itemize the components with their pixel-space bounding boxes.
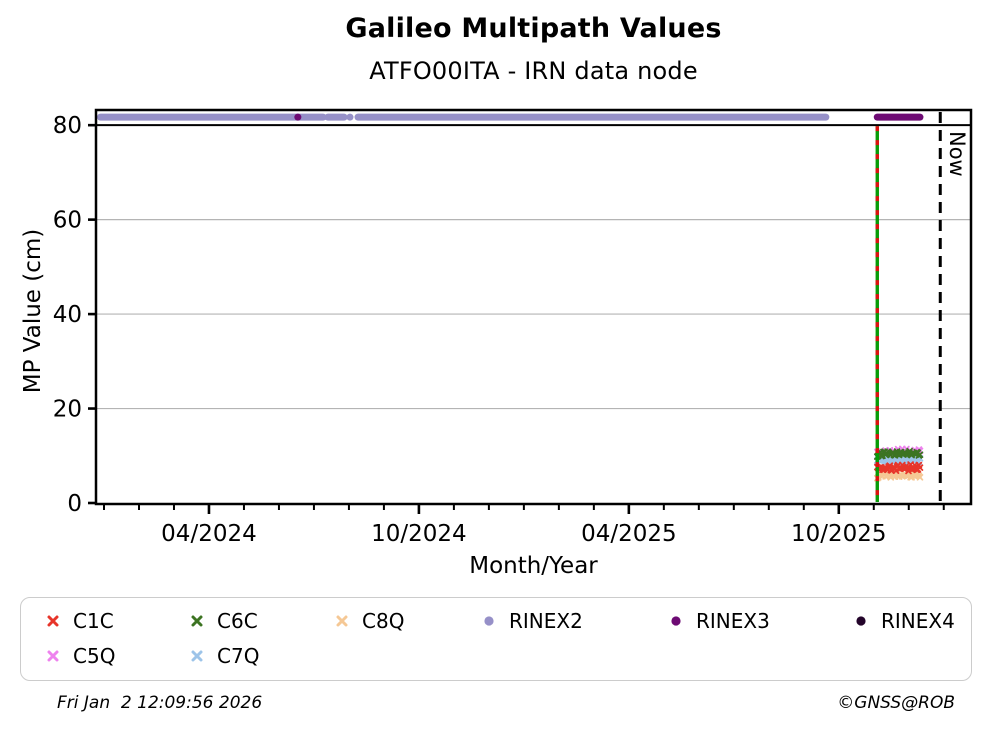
- x-axis-label: Month/Year: [469, 553, 598, 579]
- y-tick-label: 80: [53, 113, 82, 139]
- legend-label-rinex4: RINEX4: [881, 608, 955, 633]
- plot-frame: [94, 108, 973, 506]
- legend-marker-rinex3-icon: [671, 615, 681, 626]
- legend-item-c7q: C7Q: [189, 646, 334, 666]
- legend-item-rinex2: RINEX2: [481, 611, 668, 631]
- legend-label-rinex3: RINEX3: [696, 608, 770, 633]
- legend-marker-rinex4-icon: [856, 615, 866, 626]
- y-tick-label: 40: [53, 302, 82, 328]
- legend: C1C C6C C8Q RINEX2 RINEX3 RINEX4 C5Q C7Q: [20, 597, 972, 681]
- now-line-label: Now: [945, 131, 969, 177]
- legend-marker-c8q-icon: [336, 615, 348, 626]
- x-tick-label: 04/2025: [581, 521, 677, 547]
- y-tick-label: 60: [53, 208, 82, 234]
- legend-item-c8q: C8Q: [334, 611, 481, 631]
- series-c8q: [874, 469, 924, 482]
- legend-label-c5q: C5Q: [73, 643, 116, 668]
- chart-title: Galileo Multipath Values: [345, 13, 722, 44]
- legend-marker-c5q-icon: [47, 650, 59, 661]
- availability-dot-rinex3: [294, 113, 302, 121]
- legend-marker-c6c-icon: [191, 615, 203, 626]
- legend-item-c1c: C1C: [45, 611, 189, 631]
- legend-marker-c7q-icon: [191, 650, 203, 661]
- series-c5q: [874, 445, 924, 461]
- legend-item-c5q: C5Q: [45, 646, 189, 666]
- legend-label-c7q: C7Q: [217, 643, 260, 668]
- series-c1c: [874, 461, 924, 475]
- chart-subtitle: ATFO00ITA - IRN data node: [369, 57, 698, 85]
- legend-label-c6c: C6C: [217, 608, 258, 633]
- legend-item-c6c: C6C: [189, 611, 334, 631]
- timestamp: Fri Jan 2 12:09:56 2026: [57, 693, 263, 713]
- credit: ©GNSS@ROB: [837, 693, 955, 713]
- legend-marker-c1c-icon: [47, 615, 59, 626]
- legend-item-rinex4: RINEX4: [853, 611, 971, 631]
- availability-dot-rinex2: [346, 113, 354, 121]
- y-tick-label: 20: [53, 397, 82, 423]
- legend-marker-rinex2-icon: [484, 615, 494, 626]
- series-c7q: [874, 453, 924, 467]
- legend-label-c8q: C8Q: [362, 608, 405, 633]
- legend-item-rinex3: RINEX3: [668, 611, 853, 631]
- y-axis-label: MP Value (cm): [20, 228, 46, 394]
- legend-label-c1c: C1C: [73, 608, 114, 633]
- y-tick-label: 0: [67, 491, 82, 517]
- legend-label-rinex2: RINEX2: [509, 608, 583, 633]
- x-tick-label: 10/2025: [791, 521, 887, 547]
- series-c6c: [874, 447, 924, 460]
- x-tick-label: 10/2024: [371, 521, 467, 547]
- x-tick-label: 04/2024: [161, 521, 257, 547]
